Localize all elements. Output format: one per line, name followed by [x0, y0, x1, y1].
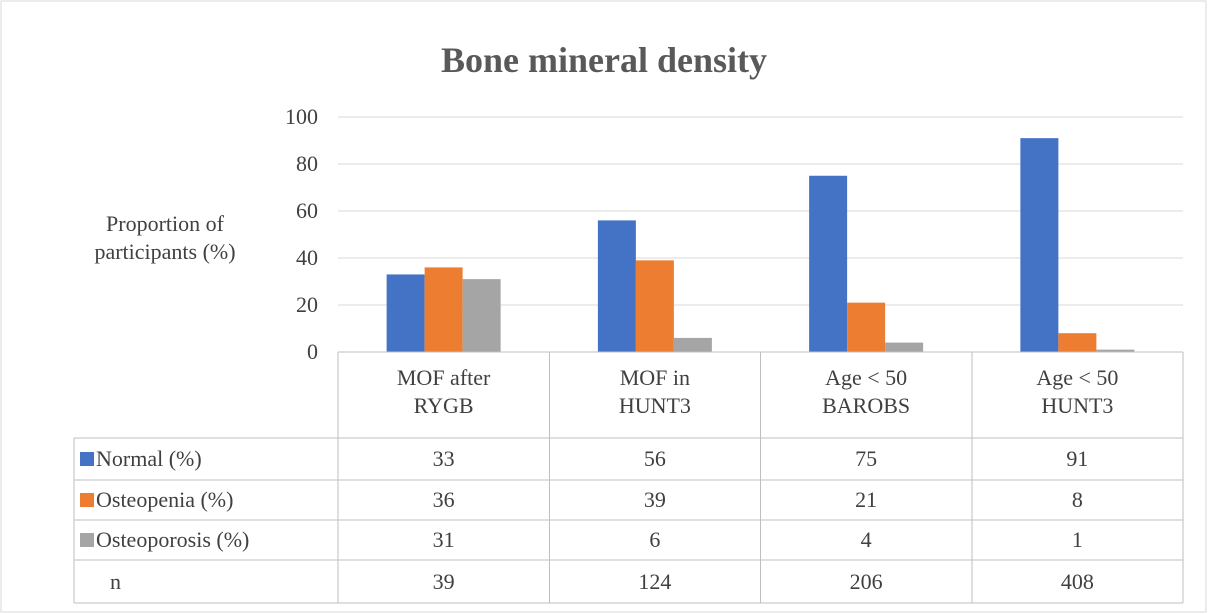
table-value: 39 — [643, 487, 666, 512]
legend-label: Osteoporosis (%) — [96, 527, 250, 552]
legend-swatch — [80, 533, 94, 547]
bar — [1096, 349, 1135, 352]
table-value: 75 — [855, 446, 878, 471]
table-value: 39 — [432, 568, 455, 594]
x-tick-label: MOF in HUNT3 — [618, 365, 691, 418]
table-value: 408 — [1060, 568, 1094, 594]
x-tick-label: Age < 50 HUNT3 — [1036, 365, 1119, 418]
bar — [597, 220, 636, 352]
y-tick-label: 20 — [296, 292, 318, 317]
table-value: 6 — [649, 527, 661, 552]
table-value: 1 — [1071, 527, 1083, 552]
table-value: 8 — [1071, 487, 1083, 512]
table-value: 21 — [855, 487, 878, 512]
legend-label: Normal (%) — [96, 446, 202, 471]
x-tick-label: MOF after RYGB — [396, 365, 491, 418]
table-value: 31 — [432, 527, 455, 552]
table-value: 206 — [849, 568, 883, 594]
bar — [386, 274, 425, 352]
y-tick-label: 100 — [285, 104, 318, 129]
x-tick-label: Age < 50 BAROBS — [822, 365, 911, 418]
table-value: 91 — [1066, 446, 1089, 471]
legend-label: Osteopenia (%) — [96, 487, 234, 512]
legend-swatch — [80, 493, 94, 507]
y-axis-label: Proportion of participants (%) — [94, 211, 236, 264]
bar — [1058, 333, 1097, 352]
table-value: 56 — [643, 446, 666, 471]
table-value: 4 — [860, 527, 872, 552]
bar — [885, 342, 924, 352]
y-tick-label: 80 — [296, 151, 318, 176]
bar — [462, 279, 501, 352]
bar — [1020, 138, 1059, 352]
table-value: 33 — [432, 446, 455, 471]
bar — [424, 267, 463, 352]
bar — [635, 260, 674, 352]
bar — [809, 175, 848, 352]
bar — [673, 337, 712, 352]
y-tick-label: 40 — [296, 245, 318, 270]
chart-title: Bone mineral density — [440, 40, 767, 80]
table-value: 36 — [432, 487, 455, 512]
table-value: 124 — [638, 568, 672, 594]
bar — [847, 302, 886, 352]
y-tick-label: 60 — [296, 198, 318, 223]
row-label: n — [110, 568, 121, 594]
y-tick-label: 0 — [307, 339, 318, 364]
legend-swatch — [80, 452, 94, 466]
